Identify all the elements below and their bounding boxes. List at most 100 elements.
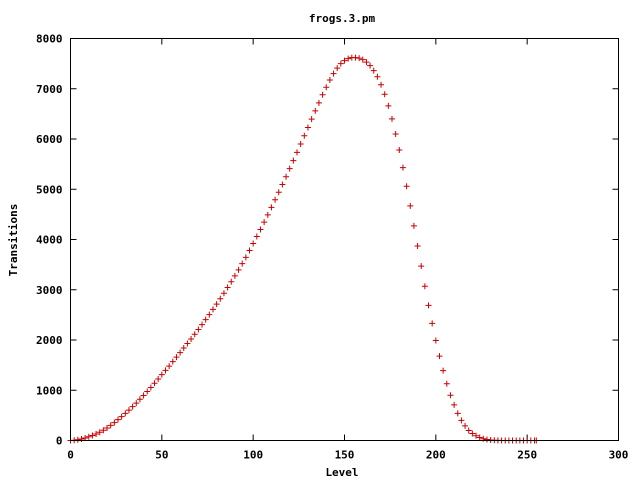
- data-point: [129, 403, 136, 410]
- data-point: [125, 407, 132, 414]
- data-point: [359, 56, 366, 63]
- chart-title: frogs.3.pm: [309, 12, 376, 25]
- data-point: [85, 433, 92, 440]
- data-point: [279, 181, 286, 188]
- data-point: [304, 124, 311, 131]
- y-tick-label: 7000: [36, 83, 63, 96]
- axis-ticks: 0 50 100 150 200 250 3000100020003000400050006…: [36, 33, 628, 462]
- data-point: [345, 55, 352, 62]
- data-point: [352, 54, 359, 61]
- data-point: [217, 295, 224, 302]
- data-point: [363, 59, 370, 66]
- data-point: [476, 434, 483, 441]
- data-point: [191, 331, 198, 338]
- data-point: [158, 371, 165, 378]
- data-point: [323, 84, 330, 91]
- data-point: [195, 326, 202, 333]
- data-point: [118, 413, 125, 420]
- data-point: [140, 392, 147, 399]
- data-point: [421, 283, 428, 290]
- data-point: [465, 427, 472, 434]
- data-point: [114, 416, 121, 423]
- data-point: [385, 102, 392, 109]
- y-tick-label: 2000: [36, 334, 63, 347]
- data-point: [403, 183, 410, 190]
- data-point: [268, 204, 275, 211]
- y-tick-label: 0: [56, 435, 63, 448]
- data-point: [319, 91, 326, 98]
- x-axis-label: Level: [325, 466, 358, 479]
- data-point: [228, 278, 235, 285]
- data-point: [169, 358, 176, 365]
- data-point: [378, 81, 385, 88]
- data-point: [151, 380, 158, 387]
- data-point: [202, 316, 209, 323]
- data-point: [231, 272, 238, 279]
- data-point: [367, 62, 374, 69]
- data-point: [301, 132, 308, 139]
- data-point: [388, 115, 395, 122]
- data-point: [341, 57, 348, 64]
- data-point: [290, 157, 297, 164]
- data-point: [220, 290, 227, 297]
- y-tick-label: 5000: [36, 183, 63, 196]
- x-tick-label: 300: [609, 449, 629, 462]
- data-point: [224, 284, 231, 291]
- data-point: [312, 107, 319, 114]
- data-point: [155, 375, 162, 382]
- data-point: [275, 189, 282, 196]
- data-point: [410, 222, 417, 229]
- data-point: [334, 65, 341, 72]
- data-point: [235, 266, 242, 273]
- data-point: [122, 410, 129, 417]
- data-point: [308, 116, 315, 123]
- x-tick-label: 0: [67, 449, 74, 462]
- data-point: [429, 320, 436, 327]
- data-point: [432, 337, 439, 344]
- data-point: [250, 240, 257, 247]
- data-point: [337, 60, 344, 67]
- x-tick-label: 50: [155, 449, 168, 462]
- data-point: [286, 165, 293, 172]
- data-point: [440, 367, 447, 374]
- data-point: [107, 422, 114, 429]
- data-point: [370, 67, 377, 74]
- data-point: [199, 321, 206, 328]
- data-point: [473, 432, 480, 439]
- data-point: [111, 419, 118, 426]
- data-point: [381, 91, 388, 98]
- x-tick-label: 150: [335, 449, 355, 462]
- data-point: [209, 306, 216, 313]
- data-point: [469, 430, 476, 437]
- data-point: [425, 302, 432, 309]
- data-point: [294, 149, 301, 156]
- data-point: [239, 260, 246, 267]
- y-axis-label: Transitions: [7, 204, 20, 277]
- data-point: [147, 384, 154, 391]
- data-point: [272, 196, 279, 203]
- data-point: [173, 354, 180, 361]
- data-point: [184, 340, 191, 347]
- y-tick-label: 8000: [36, 33, 63, 46]
- data-point: [162, 367, 169, 374]
- y-tick-label: 3000: [36, 284, 63, 297]
- data-point: [246, 247, 253, 254]
- data-point: [180, 345, 187, 352]
- x-tick-label: 250: [517, 449, 537, 462]
- x-tick-label: 100: [243, 449, 263, 462]
- data-point: [188, 335, 195, 342]
- data-point: [264, 211, 271, 218]
- y-tick-label: 6000: [36, 133, 63, 146]
- data-point: [326, 76, 333, 83]
- data-point: [392, 130, 399, 137]
- data-point: [458, 417, 465, 424]
- data-point: [443, 380, 450, 387]
- data-point: [166, 363, 173, 370]
- data-point: [462, 422, 469, 429]
- data-point: [356, 55, 363, 62]
- data-point: [74, 436, 81, 443]
- data-point: [93, 430, 100, 437]
